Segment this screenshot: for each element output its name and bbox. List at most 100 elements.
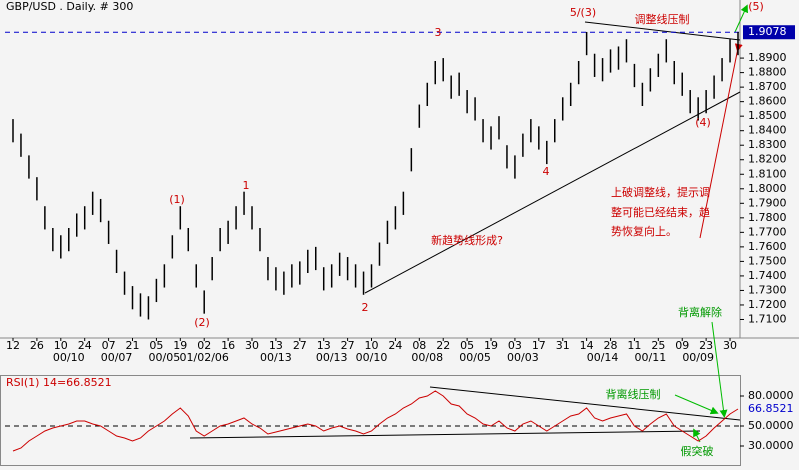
x-tick-label: 19: [484, 339, 498, 352]
x-tick-label: 12: [6, 339, 20, 352]
ref-label: 1.9078: [748, 25, 787, 38]
y-tick-label: 1.8900: [748, 51, 787, 64]
x-tick-label: 30: [245, 339, 259, 352]
x-tick-label: 13: [317, 339, 331, 352]
rsi-title: RSI(1) 14=66.8521: [6, 376, 112, 389]
x-tick-label: 30: [723, 339, 737, 352]
y-tick-label: 1.7600: [748, 240, 787, 253]
x-tick-label: 00/10: [356, 351, 388, 364]
y-tick-label: 1.7100: [748, 312, 787, 325]
annotation: 2: [362, 301, 369, 314]
annotation: 假突破: [681, 444, 714, 458]
support-line: [189, 430, 701, 439]
x-tick-label: 16: [221, 339, 235, 352]
x-tick-label: 25: [651, 339, 665, 352]
x-tick-label: 10: [54, 339, 68, 352]
current-label: 66.8521: [748, 402, 794, 415]
y-tick-label: 1.8700: [748, 80, 787, 93]
x-tick-label: 11: [627, 339, 641, 352]
annotation: (1): [169, 193, 185, 206]
resistance-line: [584, 21, 741, 41]
x-tick-label: 27: [341, 339, 355, 352]
annotation: 新趋势线形成?: [431, 233, 503, 247]
x-tick-label: 00/05: [149, 351, 181, 364]
x-tick-label: 31: [556, 339, 570, 352]
x-tick-label: 00/05: [459, 351, 491, 364]
x-tick-label: 24: [78, 339, 92, 352]
x-tick-label: 00/11: [635, 351, 667, 364]
y-tick-label: 1.7400: [748, 269, 787, 282]
x-tick-label: 02: [197, 339, 211, 352]
y-tick-label: 1.8200: [748, 153, 787, 166]
annotation: 3: [435, 26, 442, 39]
y-tick-label: 1.7200: [748, 298, 787, 311]
y-tick-label: 1.8100: [748, 167, 787, 180]
annotation: 上破调整线，提示调: [611, 185, 710, 199]
arrow: [711, 321, 728, 418]
y-tick-label: 1.7800: [748, 211, 787, 224]
x-tick-label: 00/08: [411, 351, 443, 364]
annotation: 1: [243, 179, 250, 192]
x-tick-label: 00/13: [260, 351, 292, 364]
annotation: 4: [543, 165, 550, 178]
rsi-panel: [0, 375, 741, 466]
y-tick-label: 80.0000: [748, 389, 794, 402]
label-box: [743, 25, 795, 40]
x-tick-label: 07: [102, 339, 116, 352]
annotation: (5): [748, 0, 764, 13]
x-tick-label: 19: [173, 339, 187, 352]
y-tick-label: 1.7500: [748, 254, 787, 267]
x-tick-label: 05: [460, 339, 474, 352]
x-tick-label: 08: [412, 339, 426, 352]
annotation: (2): [194, 316, 210, 329]
x-tick-label: 00/10: [53, 351, 85, 364]
y-tick-label: 1.8600: [748, 95, 787, 108]
x-tick-label: 00/07: [101, 351, 133, 364]
arrow: [734, 4, 748, 33]
annotation: 整可能已经结束，趋: [611, 205, 710, 219]
x-tick-label: 27: [293, 339, 307, 352]
x-tick-label: 24: [388, 339, 402, 352]
y-tick-label: 1.8000: [748, 182, 787, 195]
y-tick-label: 1.8800: [748, 66, 787, 79]
x-tick-label: 10: [365, 339, 379, 352]
annotation: 背离解除: [678, 305, 722, 319]
arrow: [699, 43, 743, 239]
x-tick-label: 26: [30, 339, 44, 352]
y-tick-label: 50.0000: [748, 419, 794, 432]
y-tick-label: 1.7700: [748, 225, 787, 238]
x-tick-label: 14: [580, 339, 594, 352]
y-tick-label: 30.0000: [748, 439, 794, 452]
y-tick-label: 1.8400: [748, 124, 787, 137]
x-tick-label: 00/13: [316, 351, 348, 364]
x-tick-label: 00/14: [587, 351, 619, 364]
chart-title: GBP/USD . Daily. # 300: [6, 0, 133, 13]
x-tick-label: 21: [126, 339, 140, 352]
x-tick-label: 22: [436, 339, 450, 352]
y-tick-label: 1.8500: [748, 109, 787, 122]
x-tick-label: 23: [699, 339, 713, 352]
y-tick-label: 1.8300: [748, 138, 787, 151]
x-tick-label: 13: [269, 339, 283, 352]
x-tick-label: 03: [508, 339, 522, 352]
divergence-line: [429, 386, 741, 421]
y-tick-label: 1.7900: [748, 196, 787, 209]
annotation: 调整线压制: [635, 12, 690, 26]
annotation: 势恢复向上。: [611, 224, 677, 238]
x-tick-label: 28: [604, 339, 618, 352]
x-tick-label: 01/02/06: [180, 351, 229, 364]
x-tick-label: 17: [532, 339, 546, 352]
annotation: (4): [695, 116, 711, 129]
x-tick-label: 00/03: [507, 351, 539, 364]
x-tick-label: 05: [149, 339, 163, 352]
x-tick-label: 00/09: [682, 351, 714, 364]
x-tick-label: 09: [675, 339, 689, 352]
annotation: 5/(3): [570, 6, 596, 19]
annotation: 背离线压制: [606, 387, 661, 401]
trend-line: [364, 91, 741, 294]
arrow: [674, 394, 719, 415]
y-tick-label: 1.7300: [748, 283, 787, 296]
rsi-line: [12, 390, 739, 452]
